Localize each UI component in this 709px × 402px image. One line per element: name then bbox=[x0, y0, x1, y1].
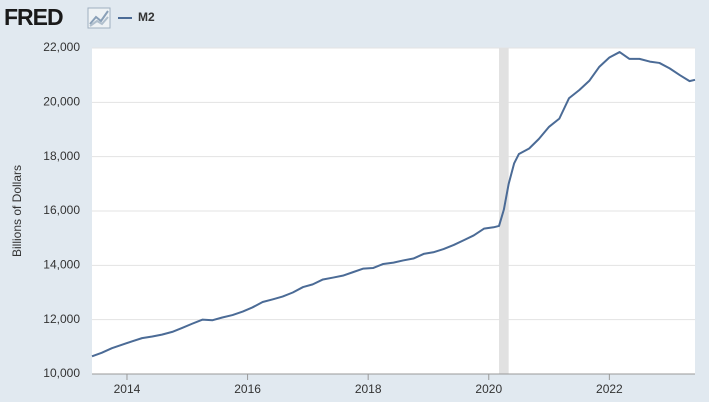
logo-icon bbox=[87, 7, 111, 29]
legend-label: M2 bbox=[138, 10, 155, 24]
y-tick-label: 22,000 bbox=[43, 40, 80, 54]
line-series bbox=[91, 51, 696, 358]
y-tick-label: 12,000 bbox=[43, 312, 80, 326]
y-tick-label: 20,000 bbox=[43, 95, 80, 109]
x-tick-label: 2020 bbox=[475, 382, 502, 396]
x-tick-label: 2022 bbox=[596, 382, 623, 396]
y-tick-label: 14,000 bbox=[43, 258, 80, 272]
y-tick-label: 10,000 bbox=[43, 366, 80, 380]
logo: FRED bbox=[4, 4, 63, 30]
y-tick-label: 16,000 bbox=[43, 203, 80, 217]
x-tick-label: 2018 bbox=[355, 382, 382, 396]
x-tick-label: 2016 bbox=[234, 382, 261, 396]
y-axis-label: Billions of Dollars bbox=[10, 165, 24, 257]
x-tick-label: 2014 bbox=[114, 382, 141, 396]
y-tick-label: 18,000 bbox=[43, 149, 80, 163]
